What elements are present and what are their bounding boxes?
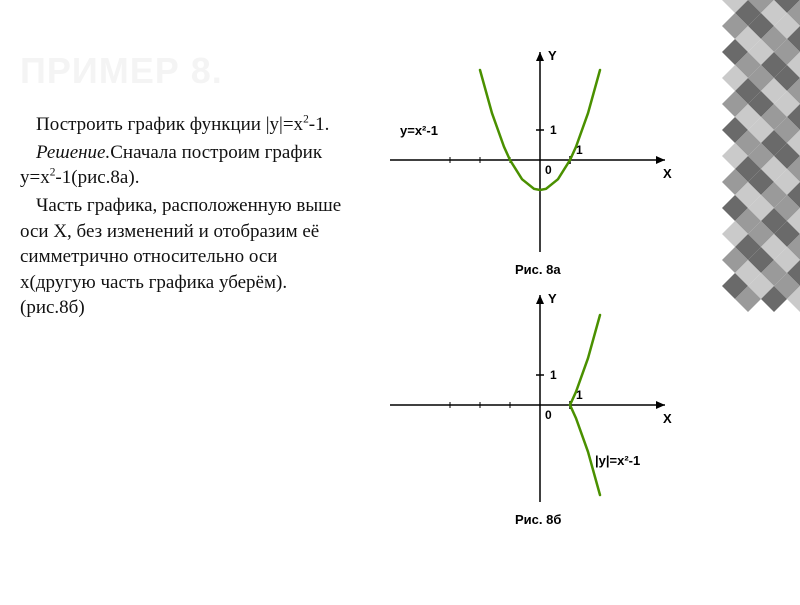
diamond-border	[720, 0, 800, 600]
svg-text:Y: Y	[548, 291, 557, 306]
svg-text:y=x²-1: y=x²-1	[400, 123, 438, 138]
svg-text:|y|=x²-1: |y|=x²-1	[595, 453, 640, 468]
svg-text:1: 1	[550, 123, 557, 137]
content-column: ПРИМЕР 8. Построить график функции |y|=x…	[20, 50, 350, 323]
paragraph-3: Часть графика, расположенную выше оси Х,…	[20, 193, 350, 321]
svg-text:Рис. 8б: Рис. 8б	[515, 512, 561, 527]
svg-text:Рис. 8а: Рис. 8а	[515, 262, 561, 277]
svg-text:1: 1	[550, 368, 557, 382]
svg-text:Y: Y	[548, 48, 557, 63]
svg-text:X: X	[663, 166, 672, 181]
example-title: ПРИМЕР 8.	[20, 50, 350, 92]
chart-8a: YX011y=x²-1Рис. 8а	[360, 40, 690, 280]
charts-column: YX011y=x²-1Рис. 8а YX011|y|=x²-1Рис. 8б	[360, 40, 720, 580]
svg-text:0: 0	[545, 163, 552, 177]
paragraph-2: Решение.Сначала построим график y=x2-1(р…	[20, 140, 350, 191]
paragraph-1: Построить график функции |y|=x2-1.	[20, 112, 350, 138]
svg-text:0: 0	[545, 408, 552, 422]
chart-8b: YX011|y|=x²-1Рис. 8б	[360, 280, 690, 530]
body-text: Построить график функции |y|=x2-1. Решен…	[20, 112, 350, 321]
svg-text:X: X	[663, 411, 672, 426]
